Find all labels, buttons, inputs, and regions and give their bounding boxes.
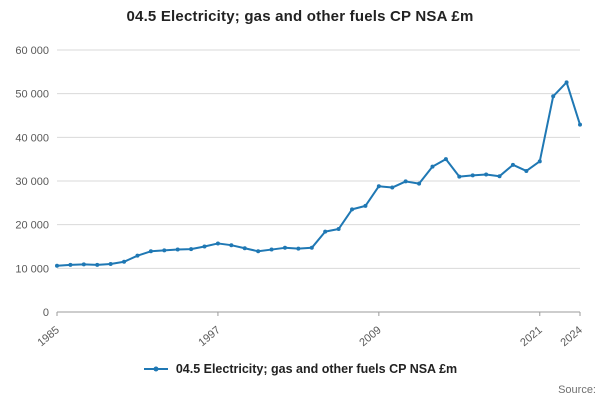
svg-text:60 000: 60 000 — [15, 45, 49, 57]
svg-text:40 000: 40 000 — [15, 132, 49, 144]
source-note: Source: — [558, 384, 596, 396]
svg-text:50 000: 50 000 — [15, 89, 49, 101]
svg-text:2021: 2021 — [518, 324, 544, 349]
svg-text:2009: 2009 — [357, 324, 383, 349]
line-chart: 0 10 000 20 000 30 000 40 000 50 000 60 000 198… — [15, 45, 585, 349]
svg-text:0: 0 — [43, 307, 49, 319]
svg-text:20 000: 20 000 — [15, 220, 49, 232]
chart-title: 04.5 Electricity; gas and other fuels CP… — [126, 8, 474, 25]
svg-text:10 000: 10 000 — [15, 263, 49, 275]
svg-text:1997: 1997 — [196, 324, 222, 349]
legend-label: 04.5 Electricity; gas and other fuels CP… — [175, 362, 458, 376]
svg-text:30 000: 30 000 — [15, 176, 49, 188]
svg-text:1985: 1985 — [35, 324, 61, 349]
legend: 04.5 Electricity; gas and other fuels CP… — [0, 362, 600, 376]
svg-text:2024: 2024 — [558, 324, 584, 349]
legend-line-icon — [143, 366, 168, 372]
